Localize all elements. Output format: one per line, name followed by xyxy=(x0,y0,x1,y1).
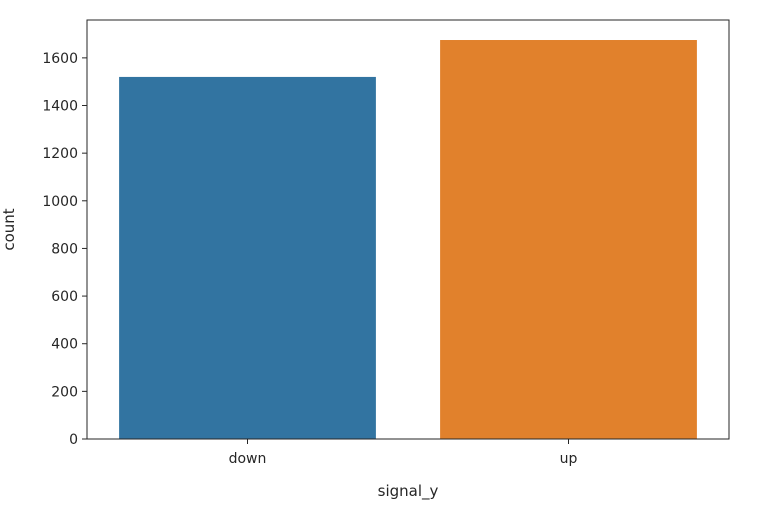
bars-group xyxy=(119,40,697,440)
y-tick-label: 0 xyxy=(69,432,78,448)
y-axis-label: count xyxy=(0,208,18,250)
y-tick-label: 1000 xyxy=(42,194,78,210)
x-tick-label: up xyxy=(560,451,578,467)
x-axis: down up xyxy=(229,439,578,467)
plot-frame xyxy=(86,19,730,440)
y-tick-label: 1600 xyxy=(42,51,78,67)
bar-down xyxy=(119,76,376,440)
y-tick-label: 1400 xyxy=(42,99,78,115)
y-tick-label: 1200 xyxy=(42,146,78,162)
x-tick-label: down xyxy=(229,451,267,467)
y-tick-label: 400 xyxy=(51,337,78,353)
y-tick-label: 800 xyxy=(51,241,78,257)
x-axis-label: signal_y xyxy=(378,482,439,501)
y-tick-label: 200 xyxy=(51,384,78,400)
y-tick-label: 600 xyxy=(51,289,78,305)
bar-up xyxy=(440,40,697,439)
y-axis: 0 200 400 600 800 1000 1200 1400 1600 xyxy=(42,51,87,448)
